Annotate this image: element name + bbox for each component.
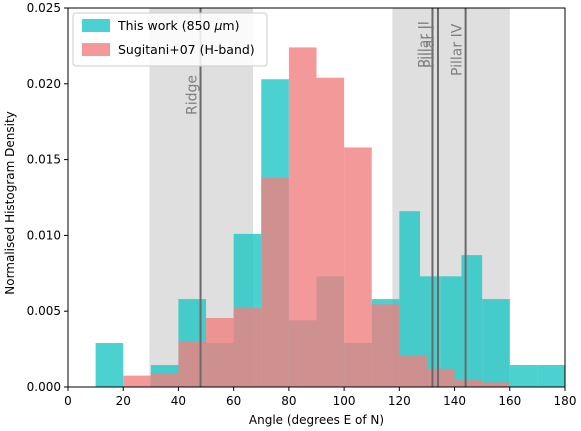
vline-label-2: Pillar I: [422, 25, 438, 68]
axes-frame: [67, 7, 566, 388]
legend-frame: [72, 12, 268, 67]
axes: [67, 7, 566, 388]
x-tick-label-1: 20: [116, 394, 131, 408]
x-tick-label-4: 80: [281, 394, 296, 408]
bar-1-13: [454, 380, 483, 387]
vline-label-1: Pillar II: [416, 21, 432, 68]
bar-0-13: [440, 276, 462, 387]
bar-0-17: [537, 365, 565, 387]
x-tick-label-2: 40: [171, 394, 186, 408]
bar-1-2: [150, 373, 179, 387]
legend-swatch-this-work: [82, 19, 110, 32]
bar-0-11: [399, 211, 421, 387]
vline-label-0: Ridge: [185, 75, 201, 115]
bar-1-12: [426, 368, 455, 387]
x-tick-label-7: 140: [443, 394, 466, 408]
bar-1-11: [399, 355, 427, 387]
y-tick-label-0: 0.000: [27, 380, 61, 394]
x-tick-label-5: 100: [333, 394, 356, 408]
vline-label-3: Pillar IV: [450, 23, 466, 76]
x-axis-label: Angle (degrees E of N): [249, 413, 384, 427]
x-tick-label-3: 60: [226, 394, 241, 408]
bar-1-6: [261, 177, 289, 387]
y-tick-label-2: 0.010: [27, 228, 61, 242]
bar-1-5: [233, 308, 262, 387]
bar-1-7: [288, 47, 317, 387]
x-tick-label-0: 0: [64, 394, 72, 408]
bar-1-3: [178, 341, 207, 387]
bar-1-8: [316, 77, 345, 388]
legend-label-this-work: This work (850 μm): [117, 18, 239, 33]
y-tick-label-5: 0.025: [27, 1, 61, 15]
x-tick-label-6: 120: [388, 394, 411, 408]
ticks: 0 20 40 60 80 100 120 140 160 180 0.000 0.005 0.010 0…: [27, 1, 577, 408]
x-tick-label-9: 180: [554, 394, 577, 408]
y-tick-label-4: 0.020: [27, 77, 61, 91]
legend-label-this-work-main: This work (850: [117, 18, 214, 33]
bar-0-16: [509, 365, 538, 387]
y-tick-label-3: 0.015: [27, 153, 61, 167]
legend-label-this-work-unit: m): [222, 18, 239, 33]
bar-1-14: [482, 382, 510, 387]
legend-label-this-work-mu: μ: [213, 18, 222, 33]
legend-swatch-sugitani: [82, 43, 110, 56]
bar-1-10: [371, 304, 400, 387]
bar-1-4: [206, 318, 234, 387]
series-sugitani-bars: [123, 47, 510, 388]
y-axis-label: Normalised Histogram Density: [3, 111, 17, 295]
bar-0-15: [482, 299, 510, 387]
legend: This work (850 μm) Sugitani+07 (H-band): [72, 12, 268, 67]
x-tick-label-8: 160: [498, 394, 521, 408]
bar-0-0: [95, 343, 124, 387]
y-tick-label-1: 0.005: [27, 304, 61, 318]
bar-0-14: [461, 255, 483, 387]
bar-1-1: [123, 375, 151, 387]
bar-1-9: [344, 147, 372, 387]
legend-label-sugitani: Sugitani+07 (H-band): [118, 42, 255, 57]
